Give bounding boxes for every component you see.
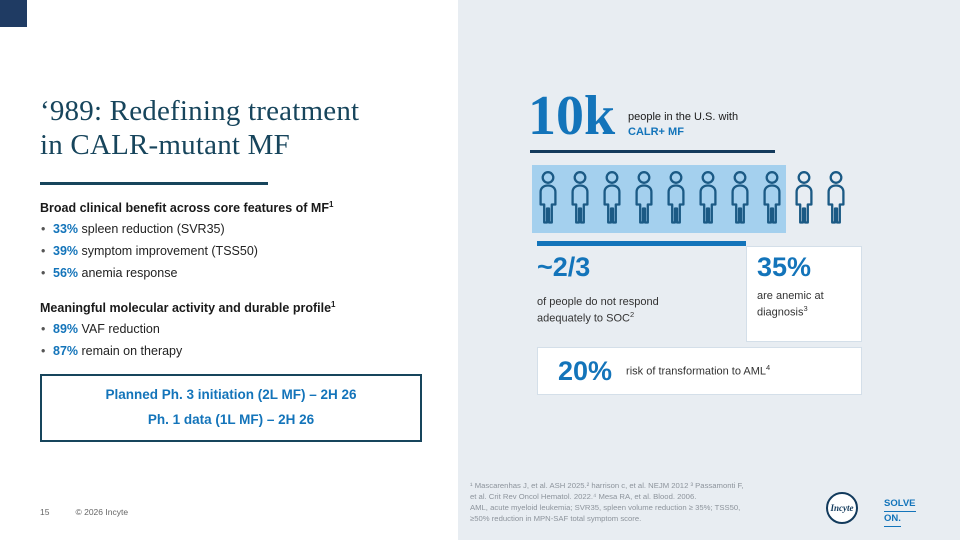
person-icon: [631, 170, 657, 228]
footnote-line-2: et al. Crit Rev Oncol Hematol. 2022.⁴ Me…: [470, 492, 697, 502]
people-icons: [535, 170, 849, 228]
incyte-logo: Incyte: [826, 492, 858, 524]
phase-plan-box: Planned Ph. 3 initiation (2L MF) – 2H 26…: [40, 374, 422, 442]
footnotes: ¹ Mascarenhas J, et al. ASH 2025.² harri…: [470, 480, 822, 525]
page-title: ‘989: Redefining treatment in CALR-mutan…: [40, 94, 450, 162]
bullet-pct: 87%: [53, 344, 79, 359]
page-number: 15: [40, 507, 50, 517]
bullet-text: remain on therapy: [78, 344, 183, 359]
stat-caption-text: are anemic at diagnosis: [757, 290, 824, 319]
stat-anemic-value: 35%: [757, 252, 812, 282]
left-content: Broad clinical benefit across core featu…: [40, 200, 440, 366]
stat-aml-card: 20% risk of transformation to AML4: [537, 347, 862, 395]
tagline-line2: ON.: [884, 512, 901, 527]
stat-10k-underline: [530, 150, 775, 153]
stat-10k-caption: people in the U.S. with CALR+ MF: [628, 110, 738, 140]
two-thirds-indicator-bar: [537, 241, 746, 246]
copyright-text: © 2026 Incyte: [75, 507, 129, 517]
page-title-line2: in CALR-mutant MF: [40, 129, 290, 162]
stat-aml-value: 20%: [558, 355, 613, 386]
brand-tagline: SOLVE ON.: [884, 497, 916, 527]
bullet-anemia-response: 56% anemia response: [40, 266, 440, 280]
stat-caption-text: risk of transformation to AML: [626, 365, 767, 378]
stat-two-thirds-value: ~2/3: [537, 252, 591, 282]
person-icon: [599, 170, 625, 228]
footnote-line-3: AML, acute myeloid leukemia; SVR35, sple…: [470, 503, 741, 513]
slide-footer-left: 15 © 2026 Incyte: [40, 507, 128, 517]
person-icon: [535, 170, 561, 228]
person-icon: [791, 170, 817, 228]
footnote-line-1: ¹ Mascarenhas J, et al. ASH 2025.² harri…: [470, 481, 744, 490]
stat-caption-sup: 4: [766, 362, 771, 372]
stat-caption-text: of people do not respond adequately to S…: [537, 296, 659, 325]
molecular-heading-sup: 1: [331, 300, 336, 310]
footnote-line-4: ≥50% reduction in MPN-SAF total symptom …: [470, 514, 642, 524]
bullet-pct: 89%: [53, 322, 79, 337]
phase-3-initiation: Planned Ph. 3 initiation (2L MF) – 2H 26: [105, 387, 357, 402]
person-icon: [727, 170, 753, 228]
stat-10k-caption-line2: CALR+ MF: [628, 125, 684, 138]
stat-aml-caption: risk of transformation to AML4: [626, 363, 816, 380]
benefit-heading-text: Broad clinical benefit across core featu…: [40, 201, 329, 216]
stat-caption-sup: 3: [803, 303, 808, 313]
page-title-line1: ‘989: Redefining treatment: [40, 95, 360, 127]
bullet-text: anemia response: [78, 266, 178, 281]
bullet-remain-on-therapy: 87% remain on therapy: [40, 344, 440, 358]
incyte-logo-text: Incyte: [830, 503, 854, 513]
molecular-heading: Meaningful molecular activity and durabl…: [40, 300, 440, 315]
stat-anemic-card: 35% are anemic at diagnosis3: [746, 246, 862, 342]
right-panel-background: [458, 0, 960, 540]
stat-two-thirds-caption: of people do not respond adequately to S…: [537, 295, 687, 326]
stat-10k-value: 10k: [528, 85, 616, 147]
stat-two-thirds: ~2/3 of people do not respond adequately…: [537, 254, 727, 326]
bullet-vaf-reduction: 89% VAF reduction: [40, 322, 440, 336]
person-icon: [695, 170, 721, 228]
person-icon: [663, 170, 689, 228]
title-divider: [40, 182, 268, 185]
stat-anemic-caption: are anemic at diagnosis3: [757, 289, 837, 320]
benefit-heading: Broad clinical benefit across core featu…: [40, 200, 440, 215]
bullet-spleen-reduction: 33% spleen reduction (SVR35): [40, 222, 440, 236]
bullet-symptom-improvement: 39% symptom improvement (TSS50): [40, 244, 440, 258]
stat-caption-sup: 2: [629, 309, 635, 319]
bullet-text: VAF reduction: [78, 322, 160, 337]
person-icon: [759, 170, 785, 228]
corner-accent-square: [0, 0, 27, 27]
bullet-text: spleen reduction (SVR35): [78, 222, 225, 237]
phase-1-data: Ph. 1 data (1L MF) – 2H 26: [147, 412, 315, 427]
bullet-pct: 33%: [53, 222, 79, 237]
molecular-heading-text: Meaningful molecular activity and durabl…: [40, 301, 332, 316]
tagline-line1: SOLVE: [884, 497, 916, 512]
stat-10k-caption-line1: people in the U.S. with: [628, 111, 739, 123]
bullet-pct: 39%: [53, 244, 79, 259]
bullet-text: symptom improvement (TSS50): [78, 244, 258, 259]
bullet-pct: 56%: [53, 266, 79, 281]
person-icon: [823, 170, 849, 228]
person-icon: [567, 170, 593, 228]
benefit-heading-sup: 1: [328, 200, 334, 209]
